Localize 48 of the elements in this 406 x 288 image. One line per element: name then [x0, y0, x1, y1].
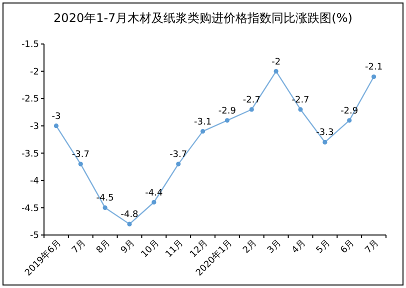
point — [224, 118, 230, 123]
data-label: -4.8 — [120, 210, 139, 220]
point — [347, 118, 352, 123]
point — [78, 162, 83, 166]
point — [322, 140, 328, 145]
y-tick-label: -4 — [30, 176, 40, 187]
y-tick-label: -2.5 — [21, 94, 39, 105]
data-label: -3.7 — [170, 150, 188, 160]
x-tick-label: 7月 — [70, 238, 88, 256]
data-label: -3.1 — [194, 117, 212, 128]
x-tick-label: 4月 — [290, 238, 308, 256]
x-tick-label: 5月 — [314, 238, 332, 256]
data-label: -3.3 — [316, 128, 334, 138]
data-label: -2.9 — [340, 106, 358, 116]
x-tick-label: 8月 — [94, 238, 112, 256]
data-label: -2.1 — [365, 62, 383, 73]
data-label: -4.5 — [96, 194, 114, 204]
point — [176, 162, 181, 166]
data-label: -3 — [52, 112, 61, 122]
x-tick-label: 7月 — [364, 238, 382, 256]
data-label: -3.7 — [72, 150, 90, 160]
point — [249, 107, 254, 112]
point — [274, 68, 278, 74]
x-tick-label: 10月 — [140, 238, 162, 260]
data-label: -2 — [272, 57, 281, 68]
point — [152, 200, 156, 205]
y-tick-label: -2 — [30, 67, 39, 78]
point — [371, 74, 376, 80]
x-tick-label: 6月 — [339, 238, 357, 256]
y-tick-label: -1.5 — [21, 40, 39, 50]
y-tick-label: -3 — [30, 122, 39, 132]
x-tick-label: 9月 — [119, 238, 137, 256]
data-label: -2.9 — [218, 106, 236, 116]
y-tick-label: -3.5 — [21, 149, 39, 160]
x-tick-label: 3月 — [266, 238, 284, 256]
data-label: -4.4 — [145, 188, 163, 198]
point — [200, 129, 206, 134]
x-tick-label: 11月 — [164, 238, 186, 260]
point — [54, 124, 59, 128]
data-label: -2.7 — [292, 95, 310, 106]
y-tick-label: -5 — [30, 231, 39, 242]
y-tick-label: -4.5 — [21, 204, 39, 214]
x-tick-label: 2月 — [242, 238, 259, 256]
data-label: -2.7 — [242, 95, 260, 106]
chart-title: 2020年1-7月木材及纸浆类购进价格指数同比涨跌图(%) — [54, 11, 352, 25]
point — [102, 205, 108, 210]
point — [298, 107, 303, 112]
point — [127, 222, 132, 226]
